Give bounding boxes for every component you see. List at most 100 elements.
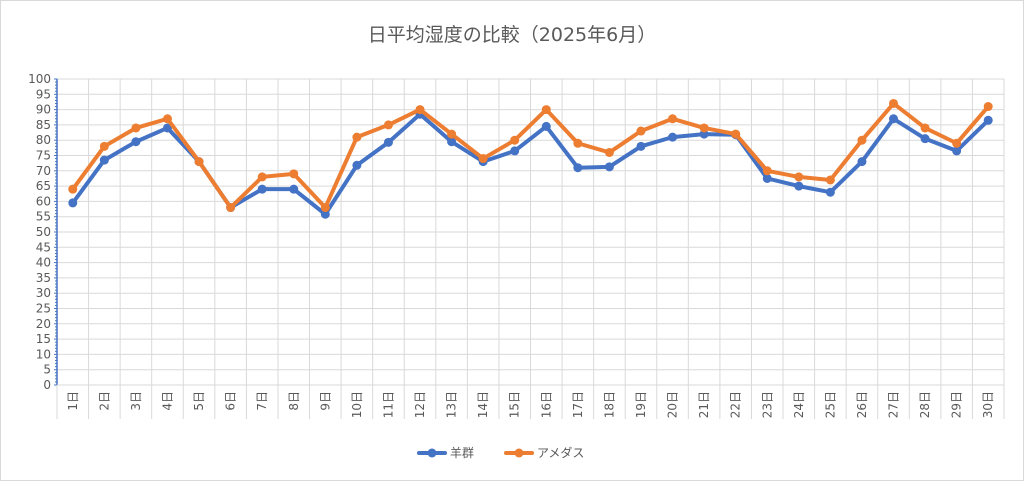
series-2-point <box>99 141 109 151</box>
series-2-point <box>668 114 678 124</box>
legend-label-2: アメダス <box>537 445 584 460</box>
chart-title: 日平均湿度の比較（2025年6月） <box>368 24 656 46</box>
series-1-point <box>889 114 899 124</box>
series-2-point <box>952 138 962 148</box>
x-tick-label: 6日 <box>224 391 238 411</box>
y-tick-label: 45 <box>36 240 51 254</box>
x-tick-label: 23日 <box>760 391 774 418</box>
y-tick-label: 100 <box>28 72 51 86</box>
y-tick-label: 35 <box>36 271 51 285</box>
x-tick-label: 26日 <box>855 391 869 418</box>
series-2-point <box>289 169 299 179</box>
y-tick-label: 90 <box>36 103 51 117</box>
series-2-point <box>857 135 867 145</box>
x-tick-label: 14日 <box>476 391 490 418</box>
y-tick-label: 60 <box>36 194 51 208</box>
series-2-point <box>447 129 457 139</box>
series-1-point <box>162 123 172 133</box>
x-axis: 1日 2日 3日 4日 5日 6日 7日 8日 9日 10日 11日 12日 13日 14日 15日 16日 1… <box>56 384 1005 419</box>
series-line-2 <box>70 101 991 210</box>
series-1-point <box>573 163 583 173</box>
series-2-point <box>131 123 141 133</box>
x-tick-label: 9日 <box>318 391 332 411</box>
series-2-point <box>68 184 78 194</box>
series-2-point <box>604 147 614 157</box>
series-2-point <box>415 105 425 115</box>
x-tick-label: 15日 <box>508 391 522 418</box>
x-tick-label: 13日 <box>445 391 459 418</box>
series-2-point <box>541 105 551 115</box>
y-tick-label: 70 <box>36 164 51 178</box>
series-1-point <box>68 198 78 208</box>
series-1-point <box>510 146 520 156</box>
x-tick-label: 3日 <box>129 391 143 411</box>
series-1-point <box>668 132 678 142</box>
series-1-point <box>99 155 109 165</box>
x-tick-label: 2日 <box>97 391 111 411</box>
series-1-point <box>857 157 867 167</box>
x-tick-label: 25日 <box>823 391 837 418</box>
y-tick-label: 5 <box>43 363 51 377</box>
series-2-point <box>320 203 330 213</box>
series-2-point <box>794 172 804 182</box>
series-2-point <box>889 98 899 108</box>
series-layer <box>68 98 993 219</box>
x-tick-label: 19日 <box>634 391 648 418</box>
series-2-point <box>699 123 709 133</box>
series-1-point <box>289 184 299 194</box>
series-1-point <box>794 181 804 191</box>
y-tick-label: 20 <box>36 317 51 331</box>
legend-marker-1 <box>427 448 437 458</box>
series-2-point <box>983 102 993 112</box>
series-1-point <box>762 173 772 183</box>
x-tick-label: 1日 <box>66 391 80 411</box>
series-2-point <box>573 138 583 148</box>
series-2-point <box>636 126 646 136</box>
series-1-point <box>604 162 614 172</box>
x-tick-label: 7日 <box>255 391 269 411</box>
series-2-point <box>731 129 741 139</box>
series-1-point <box>983 115 993 125</box>
x-tick-label: 17日 <box>571 391 585 418</box>
y-tick-label: 15 <box>36 332 51 346</box>
legend: 羊群 アメダス <box>417 445 584 460</box>
y-tick-label: 50 <box>36 225 51 239</box>
series-2-point <box>825 175 835 185</box>
series-2-point <box>762 166 772 176</box>
series-1-point <box>636 141 646 151</box>
x-tick-label: 28日 <box>918 391 932 418</box>
series-1-point <box>541 121 551 131</box>
y-tick-label: 0 <box>43 378 51 392</box>
y-tick-label: 30 <box>36 286 51 300</box>
x-tick-label: 10日 <box>350 391 364 418</box>
series-2-point <box>352 132 362 142</box>
x-tick-label: 16日 <box>539 391 553 418</box>
series-1-point <box>952 146 962 156</box>
series-1-point <box>257 184 267 194</box>
y-tick-label: 65 <box>36 179 51 193</box>
series-2-point <box>194 157 204 167</box>
y-tick-label: 95 <box>36 87 51 101</box>
x-tick-label: 11日 <box>381 391 395 418</box>
series-2-point <box>478 154 488 164</box>
legend-label-1: 羊群 <box>450 445 474 460</box>
x-tick-label: 21日 <box>697 391 711 418</box>
x-tick-label: 8日 <box>287 391 301 411</box>
x-tick-label: 20日 <box>666 391 680 418</box>
y-tick-label: 10 <box>36 347 51 361</box>
x-tick-label: 4日 <box>160 391 174 411</box>
series-1-point <box>320 209 330 219</box>
y-tick-label: 40 <box>36 256 51 270</box>
x-tick-label: 27日 <box>887 391 901 418</box>
series-1-point <box>352 160 362 170</box>
series-2-point <box>383 120 393 130</box>
series-1-point <box>383 137 393 147</box>
x-tick-label: 22日 <box>729 391 743 418</box>
x-tick-label: 5日 <box>192 391 206 411</box>
series-2-point <box>510 135 520 145</box>
series-2-point <box>226 203 236 213</box>
y-tick-label: 55 <box>36 210 51 224</box>
